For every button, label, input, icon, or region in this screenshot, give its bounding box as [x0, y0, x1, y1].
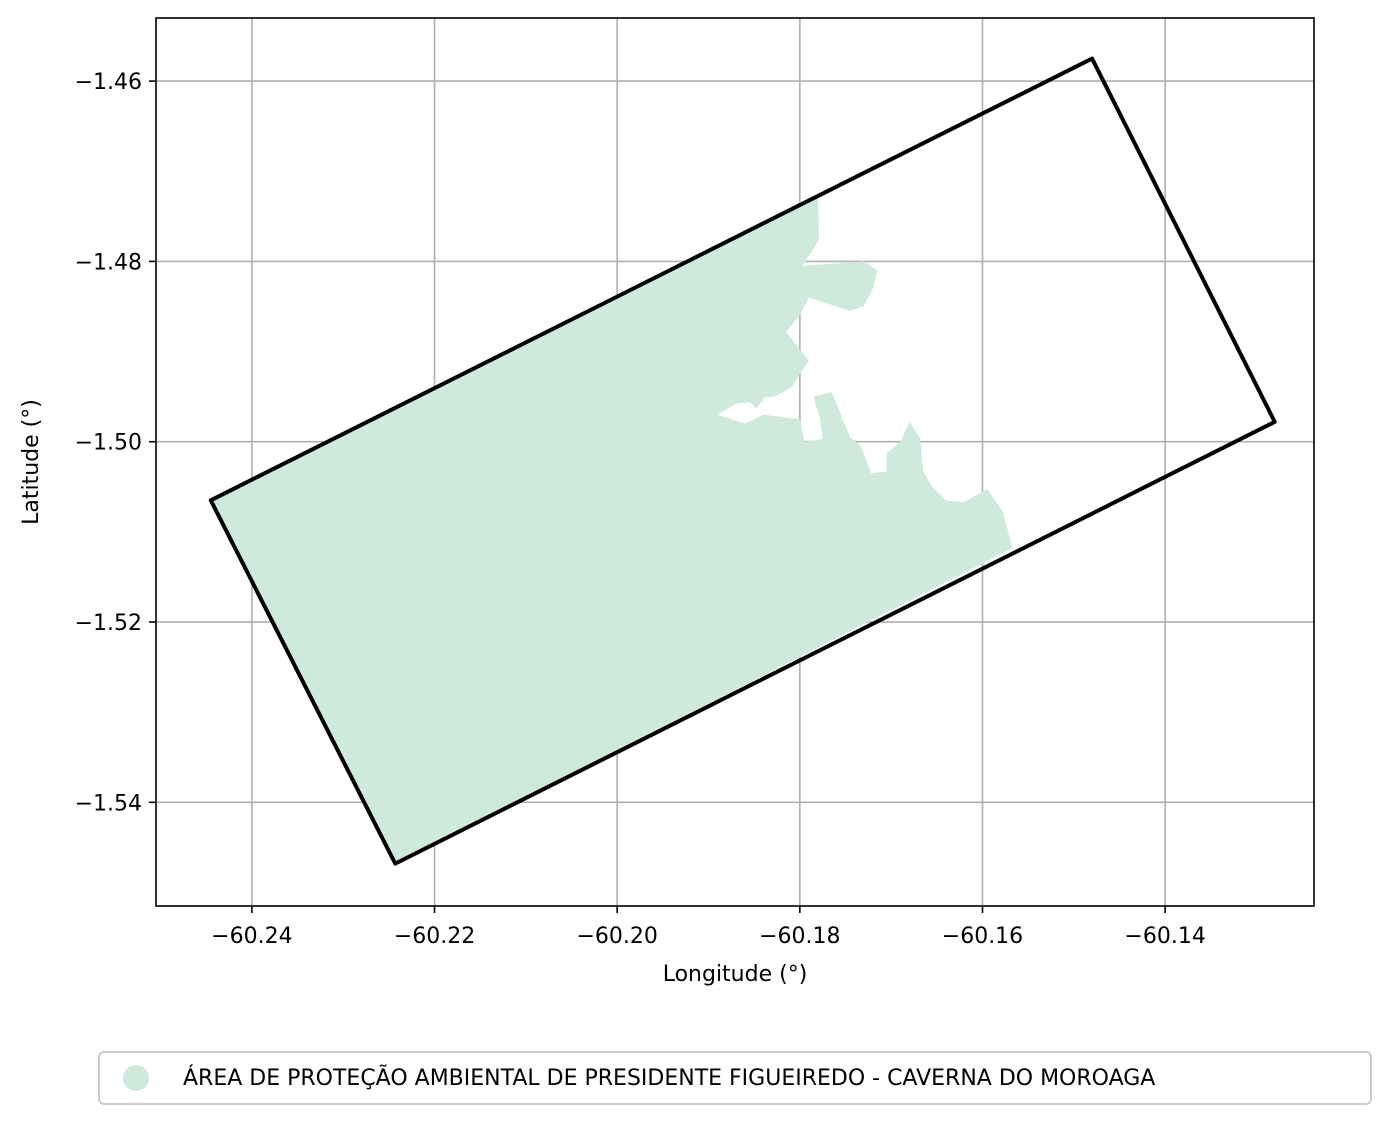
- x-axis-ticks: −60.24 −60.22 −60.20 −60.18 −60.16 −60.14: [211, 906, 1206, 949]
- legend-marker-icon: [123, 1065, 149, 1091]
- y-tick-label: −1.50: [75, 431, 142, 456]
- outline-layer: [208, 56, 1277, 866]
- x-tick-label: −60.18: [759, 924, 840, 949]
- x-tick-label: −60.22: [394, 924, 475, 949]
- boundary-outline: [208, 56, 1277, 866]
- legend: ÁREA DE PROTEÇÃO AMBIENTAL DE PRESIDENTE…: [98, 1051, 1372, 1105]
- y-axis-label: Latitude (°): [19, 399, 44, 525]
- plot-frame: [155, 17, 1315, 907]
- y-tick-label: −1.48: [75, 250, 142, 275]
- legend-label: ÁREA DE PROTEÇÃO AMBIENTAL DE PRESIDENTE…: [183, 1065, 1156, 1091]
- protected-area-layer: [210, 196, 1013, 864]
- x-tick-label: −60.16: [942, 924, 1023, 949]
- y-axis-ticks: −1.46 −1.48 −1.50 −1.52 −1.54: [75, 70, 156, 816]
- y-tick-label: −1.46: [75, 70, 142, 95]
- x-tick-label: −60.24: [211, 924, 292, 949]
- x-tick-label: −60.14: [1124, 924, 1205, 949]
- y-tick-label: −1.54: [75, 791, 142, 816]
- protected-area-polygon: [210, 196, 1013, 864]
- x-tick-label: −60.20: [576, 924, 657, 949]
- y-tick-label: −1.52: [75, 611, 142, 636]
- x-axis-label: Longitude (°): [663, 962, 808, 987]
